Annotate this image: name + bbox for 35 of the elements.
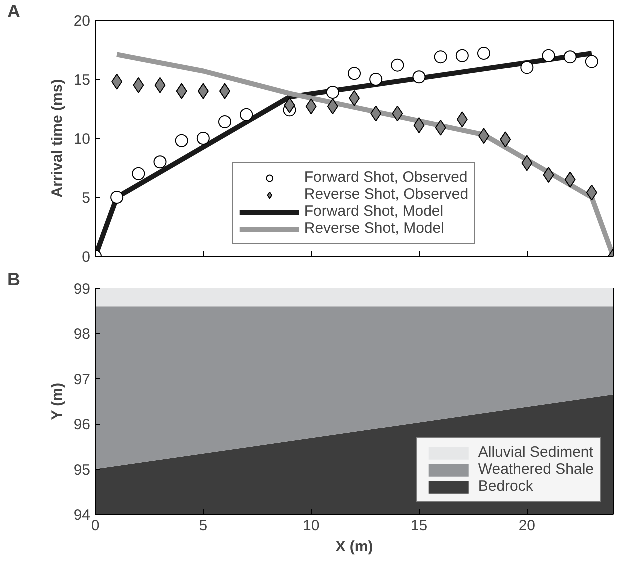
y-tick-label: 0 xyxy=(82,249,90,266)
y-axis-title: Arrival time (ms) xyxy=(48,79,66,198)
y-tick-label: 97 xyxy=(74,371,91,388)
legend-label: Forward Shot, Model xyxy=(304,203,444,220)
point xyxy=(412,70,426,84)
text: B xyxy=(8,270,20,290)
y-tick-label: 5 xyxy=(82,190,90,207)
x-tick-label: 10 xyxy=(302,518,320,534)
legend-label: Forward Shot, Observed xyxy=(304,169,468,186)
legend-label: Reverse Shot, Observed xyxy=(304,186,469,203)
x-axis-title: X (m) xyxy=(336,538,374,556)
legend-label: Weathered Shale xyxy=(478,461,594,478)
y-tick-label: 95 xyxy=(74,462,91,479)
text: A xyxy=(8,2,20,22)
y-axis-title: Y (m) xyxy=(48,383,66,420)
point xyxy=(370,73,383,86)
point xyxy=(110,191,124,204)
y-tick-label: 99 xyxy=(74,281,91,298)
y-tick-label: 98 xyxy=(74,326,91,344)
y-tick-label: 96 xyxy=(74,416,91,434)
point xyxy=(240,108,254,122)
point xyxy=(326,86,340,99)
y-tick-label: 15 xyxy=(74,72,91,89)
y-tick-label: 94 xyxy=(74,507,91,524)
point xyxy=(564,50,577,64)
y-tick-label: 10 xyxy=(74,131,91,148)
legend-label: Bedrock xyxy=(478,478,534,495)
x-tick-label: 5 xyxy=(199,518,208,534)
point xyxy=(542,49,556,62)
legend-label: Reverse Shot, Model xyxy=(304,220,444,237)
x-tick-label: 20 xyxy=(518,518,536,534)
point xyxy=(520,61,534,74)
legend-label: Alluvial Sediment xyxy=(478,444,594,461)
x-tick-label: 15 xyxy=(410,518,428,534)
y-tick-label: 20 xyxy=(74,13,91,30)
